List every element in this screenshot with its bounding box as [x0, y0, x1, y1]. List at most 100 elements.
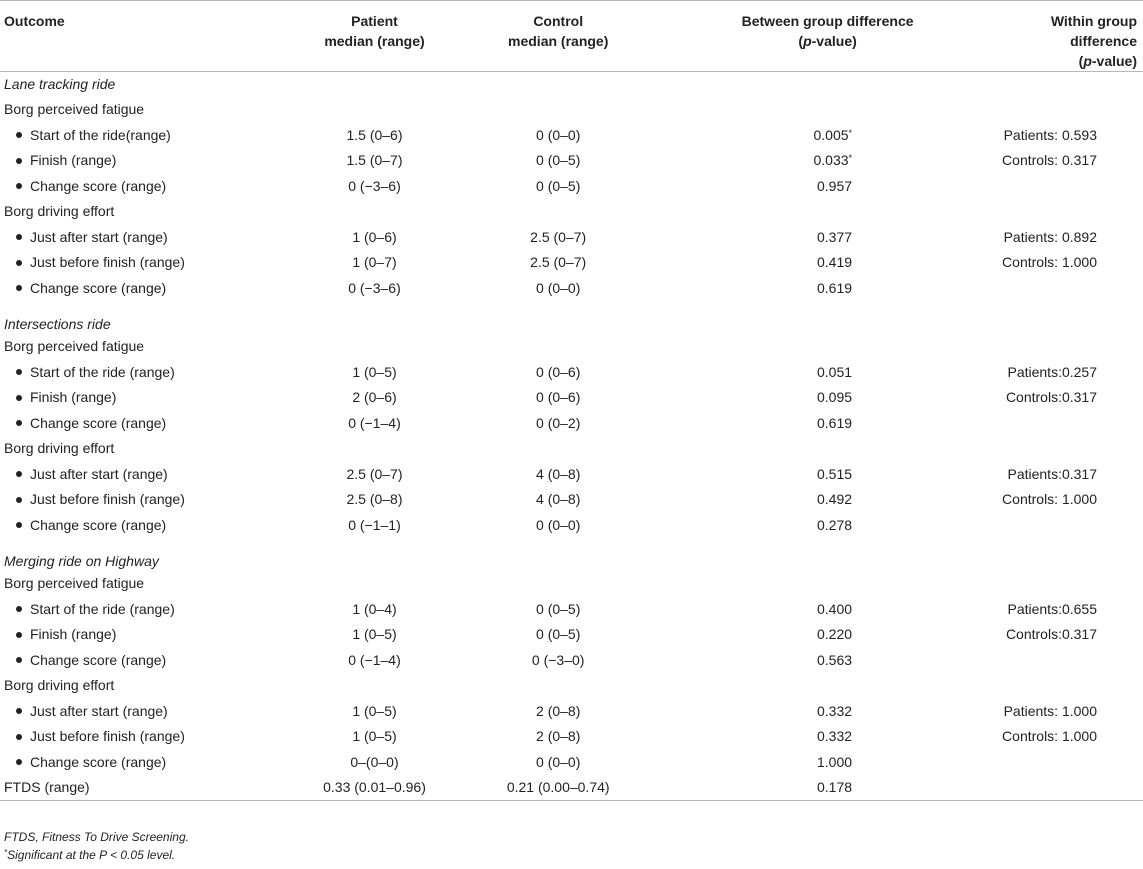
table-row: Change score (range) 0 (−1–1) 0 (0–0) 0.278: [0, 513, 1143, 539]
control-cell: 0.21 (0.00–0.74): [506, 779, 610, 795]
within-cell: [1002, 750, 1143, 776]
between-cell: 0.515: [817, 465, 853, 482]
patient-cell: 1 (0–6): [352, 228, 397, 245]
control-cell: 0 (0–0): [536, 516, 581, 533]
within-cell: Patients: 1.000: [1003, 702, 1097, 719]
patient-cell: 1 (0–5): [352, 728, 397, 745]
between-cell: [653, 97, 1002, 123]
table-row: Just before finish (range) 2.5 (0–8) 4 (0–…: [0, 487, 1143, 513]
bullet-icon: [16, 496, 22, 503]
between-cell: [653, 72, 1002, 98]
bullet-icon: [16, 183, 22, 190]
outcome-cell: Finish (range): [0, 622, 286, 648]
outcome-cell: Start of the ride (range): [0, 360, 286, 386]
table-row: Just after start (range) 1 (0–5) 2 (0–8) 0.…: [0, 699, 1143, 725]
within-cell: Patients: 0.593: [1003, 126, 1097, 143]
header-control: Control median (range): [463, 1, 653, 72]
within-cell: [1002, 673, 1143, 699]
within-cell: Controls:0.317: [1005, 626, 1097, 643]
patient-cell: [286, 72, 464, 98]
header-within: Within group difference (p-value): [1002, 1, 1143, 72]
control-cell: 0 (0–2): [536, 414, 581, 431]
header-between: Between group difference (p-value): [653, 1, 1002, 72]
bullet-icon: [16, 285, 22, 292]
control-cell: 2 (0–8): [536, 728, 581, 745]
patient-cell: 0–(0–0): [350, 753, 399, 770]
outcome-cell: Change score (range): [0, 750, 286, 776]
between-cell: [653, 334, 1002, 360]
patient-cell: 0 (−1–1): [348, 516, 401, 533]
bullet-icon: [16, 708, 22, 715]
results-table: Outcome Patient median (range) Control m…: [0, 0, 1143, 801]
significance-mark: *: [848, 153, 853, 164]
patient-cell: 1.5 (0–6): [346, 126, 403, 143]
outcome-cell: Just after start (range): [0, 462, 286, 488]
between-cell: [653, 199, 1002, 225]
patient-cell: 1 (0–5): [352, 702, 397, 719]
outcome-cell: Lane tracking ride: [4, 76, 116, 92]
table-row: Just after start (range) 1 (0–6) 2.5 (0–7)…: [0, 225, 1143, 251]
control-cell: [463, 97, 653, 123]
patient-cell: 0 (−3–6): [348, 177, 401, 194]
between-cell: 1.000: [817, 753, 853, 770]
control-cell: 0 (0–5): [536, 626, 581, 643]
abbreviation-note: FTDS, Fitness To Drive Screening.: [4, 830, 189, 844]
table-row: Finish (range) 1.5 (0–7) 0 (0–5) 0.033* Cont…: [0, 148, 1143, 174]
subheading-row: Borg driving effort: [0, 436, 1143, 462]
subheading-row: Borg perceived fatigue: [0, 571, 1143, 597]
control-cell: 0 (0–5): [536, 600, 581, 617]
between-cell: 0.220: [817, 626, 853, 643]
within-cell: [1002, 513, 1143, 539]
between-cell: [653, 301, 1002, 334]
control-cell: 0 (0–5): [536, 152, 581, 169]
bullet-icon: [16, 759, 22, 766]
within-cell: [1002, 276, 1143, 302]
patient-cell: [286, 571, 464, 597]
patient-cell: [286, 538, 464, 571]
between-cell: 0.332: [817, 728, 853, 745]
patient-cell: [286, 334, 464, 360]
within-cell: Controls: 1.000: [1002, 254, 1097, 271]
outcome-cell: FTDS (range): [4, 779, 90, 795]
outcome-cell: Change score (range): [0, 411, 286, 437]
between-cell: 0.957: [817, 177, 853, 194]
outcome-cell: Just before finish (range): [0, 724, 286, 750]
table-row: Finish (range) 1 (0–5) 0 (0–5) 0.220 Control…: [0, 622, 1143, 648]
outcome-cell: Change score (range): [0, 648, 286, 674]
patient-cell: 1 (0–5): [352, 626, 397, 643]
table-row: Start of the ride(range) 1.5 (0–6) 0 (0–0)…: [0, 123, 1143, 149]
patient-cell: [286, 673, 464, 699]
control-cell: 0 (−3–0): [531, 651, 585, 668]
outcome-cell: Borg perceived fatigue: [4, 338, 145, 355]
significance-note: *Significant at the P < 0.05 level.: [4, 848, 176, 862]
within-cell: [1002, 436, 1143, 462]
between-cell: 0.563: [817, 651, 853, 668]
patient-cell: 1 (0–7): [352, 254, 397, 271]
outcome-cell: Start of the ride (range): [0, 597, 286, 623]
header-patient-line2: median (range): [324, 33, 425, 49]
between-cell: 0.332: [817, 702, 853, 719]
bullet-icon: [16, 606, 22, 613]
between-cell: 0.278: [817, 516, 853, 533]
patient-cell: [286, 97, 464, 123]
within-cell: Controls: 1.000: [1002, 728, 1097, 745]
section-row: Merging ride on Highway: [0, 538, 1143, 571]
subheading-row: Borg driving effort: [0, 199, 1143, 225]
header-within-line2: (p-value): [1078, 53, 1137, 69]
outcome-cell: Borg driving effort: [4, 677, 115, 694]
section-row: Intersections ride: [0, 301, 1143, 334]
control-cell: 0 (0–6): [536, 389, 581, 406]
between-cell: 0.619: [817, 414, 853, 431]
header-outcome: Outcome: [4, 13, 65, 29]
between-cell: 0.492: [817, 491, 853, 508]
bullet-icon: [16, 631, 22, 638]
between-cell: 0.400: [817, 600, 853, 617]
patient-cell: 0 (−1–4): [348, 651, 401, 668]
table-header: Outcome Patient median (range) Control m…: [0, 0, 1143, 72]
patient-cell: [286, 436, 464, 462]
subheading-row: Borg perceived fatigue: [0, 334, 1143, 360]
control-cell: [463, 301, 653, 334]
table-row: Finish (range) 2 (0–6) 0 (0–6) 0.095 Control…: [0, 385, 1143, 411]
header-between-line2: (p-value): [798, 33, 857, 49]
